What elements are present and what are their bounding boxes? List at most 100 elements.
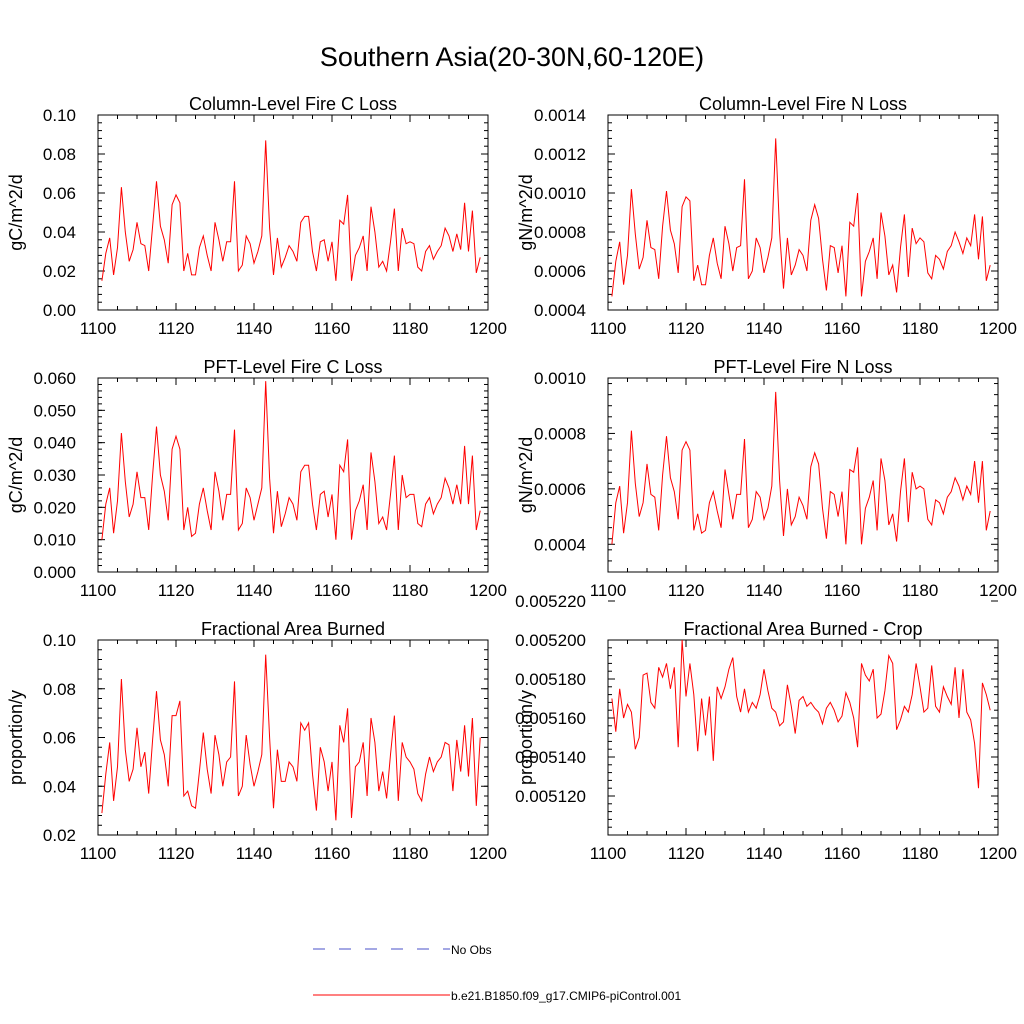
series-line — [101, 140, 481, 281]
x-tick-label: 1120 — [668, 581, 705, 600]
y-tick-label: 0.0006 — [534, 480, 586, 499]
series-line — [611, 639, 991, 789]
y-tick-label: 0.005220 — [515, 592, 586, 611]
x-tick-label: 1160 — [314, 319, 351, 338]
y-tick-label: 0.005120 — [515, 787, 586, 806]
panel-title: Column-Level Fire N Loss — [699, 94, 907, 114]
y-tick-label: 0.030 — [33, 466, 76, 485]
x-tick-label: 1120 — [158, 844, 195, 863]
legend-obs-label: No Obs — [451, 943, 492, 957]
plot-frame — [97, 114, 489, 311]
y-tick-label: 0.060 — [33, 369, 76, 388]
x-tick-label: 1160 — [314, 581, 351, 600]
x-tick-label: 1180 — [902, 581, 939, 600]
x-tick-label: 1200 — [469, 844, 507, 863]
y-axis-label: proportion/y — [6, 690, 26, 785]
x-tick-label: 1140 — [746, 581, 783, 600]
y-tick-label: 0.005180 — [515, 670, 586, 689]
series-line — [101, 381, 481, 540]
x-tick-label: 1200 — [469, 319, 507, 338]
x-tick-label: 1120 — [158, 319, 195, 338]
x-tick-label: 1140 — [746, 319, 783, 338]
panel-4: PFT-Level Fire N Loss gN/m^2/d 1100 1120 114… — [516, 357, 1017, 600]
panel-5: Fractional Area Burned proportion/y 1100 11… — [6, 619, 507, 863]
x-tick-label: 1180 — [392, 581, 429, 600]
y-axis-label: gN/m^2/d — [516, 174, 536, 250]
y-tick-label: 0.050 — [33, 401, 76, 420]
x-tick-label: 1140 — [746, 844, 783, 863]
x-tick-label: 1100 — [80, 319, 117, 338]
x-tick-label: 1180 — [902, 319, 939, 338]
x-tick-label: 1100 — [80, 844, 117, 863]
x-tick-label: 1160 — [824, 319, 861, 338]
y-tick-label: 0.10 — [43, 106, 76, 125]
panel-title: PFT-Level Fire C Loss — [203, 357, 382, 377]
y-tick-label: 0.02 — [43, 826, 76, 845]
y-tick-label: 0.040 — [33, 434, 76, 453]
plot-frame — [607, 377, 999, 573]
y-tick-label: 0.005140 — [515, 748, 586, 767]
y-tick-label: 0.020 — [33, 498, 76, 517]
y-tick-label: 0.10 — [43, 631, 76, 650]
plot-frame — [97, 639, 489, 836]
y-tick-label: 0.04 — [43, 223, 76, 242]
y-tick-label: 0.08 — [43, 680, 76, 699]
x-tick-label: 1120 — [668, 319, 705, 338]
panel-title: PFT-Level Fire N Loss — [713, 357, 892, 377]
y-tick-label: 0.06 — [43, 729, 76, 748]
y-tick-label: 0.005160 — [515, 709, 586, 728]
x-tick-label: 1140 — [236, 319, 273, 338]
y-tick-label: 0.000 — [33, 563, 76, 582]
panel-2: Column-Level Fire N Loss gN/m^2/d 1100 1120… — [516, 94, 1017, 338]
x-tick-label: 1100 — [590, 581, 627, 600]
x-tick-label: 1120 — [158, 581, 195, 600]
y-tick-label: 0.0008 — [534, 223, 586, 242]
x-tick-label: 1180 — [392, 844, 429, 863]
y-tick-label: 0.0006 — [534, 262, 586, 281]
y-tick-label: 0.02 — [43, 262, 76, 281]
x-tick-label: 1200 — [979, 319, 1017, 338]
y-tick-label: 0.0010 — [534, 184, 586, 203]
legend: No Obs b.e21.B1850.f09_g17.CMIP6-piContr… — [313, 943, 681, 1003]
x-tick-label: 1160 — [824, 844, 861, 863]
y-tick-label: 0.005200 — [515, 631, 586, 650]
x-tick-label: 1200 — [979, 844, 1017, 863]
plot-frame — [607, 114, 999, 311]
y-tick-label: 0.0014 — [534, 106, 586, 125]
y-tick-label: 0.0004 — [534, 535, 586, 554]
x-tick-label: 1200 — [979, 581, 1017, 600]
panel-title: Fractional Area Burned - Crop — [683, 619, 922, 639]
y-axis-label: gC/m^2/d — [6, 437, 26, 513]
series-line — [101, 654, 481, 821]
x-tick-label: 1120 — [668, 844, 705, 863]
y-tick-label: 0.06 — [43, 184, 76, 203]
panel-3: PFT-Level Fire C Loss gC/m^2/d 1100 1120 114… — [6, 357, 507, 600]
panel-title: Column-Level Fire C Loss — [189, 94, 397, 114]
series-line — [611, 138, 991, 297]
panel-1: Column-Level Fire C Loss gC/m^2/d 1100 1120… — [6, 94, 507, 338]
panel-title: Fractional Area Burned — [201, 619, 385, 639]
series-line — [611, 391, 991, 545]
plot-frame — [607, 639, 999, 836]
y-tick-label: 0.010 — [33, 531, 76, 550]
y-axis-label: proportion/y — [516, 690, 536, 785]
y-tick-label: 0.08 — [43, 145, 76, 164]
plot-frame — [97, 377, 489, 573]
legend-model-label: b.e21.B1850.f09_g17.CMIP6-piControl.001 — [451, 989, 681, 1003]
figure-title: Southern Asia(20-30N,60-120E) — [320, 42, 704, 72]
y-axis-label: gN/m^2/d — [516, 437, 536, 513]
panel-6: Fractional Area Burned - Crop proportion/… — [515, 592, 1017, 863]
y-tick-label: 0.0004 — [534, 301, 586, 320]
y-tick-label: 0.0012 — [534, 145, 586, 164]
x-tick-label: 1100 — [80, 581, 117, 600]
x-tick-label: 1180 — [902, 844, 939, 863]
x-tick-label: 1100 — [590, 319, 627, 338]
y-tick-label: 0.00 — [43, 301, 76, 320]
x-tick-label: 1160 — [314, 844, 351, 863]
y-tick-label: 0.0008 — [534, 424, 586, 443]
x-tick-label: 1160 — [824, 581, 861, 600]
x-tick-label: 1180 — [392, 319, 429, 338]
y-tick-label: 0.04 — [43, 777, 76, 796]
y-axis-label: gC/m^2/d — [6, 174, 26, 250]
